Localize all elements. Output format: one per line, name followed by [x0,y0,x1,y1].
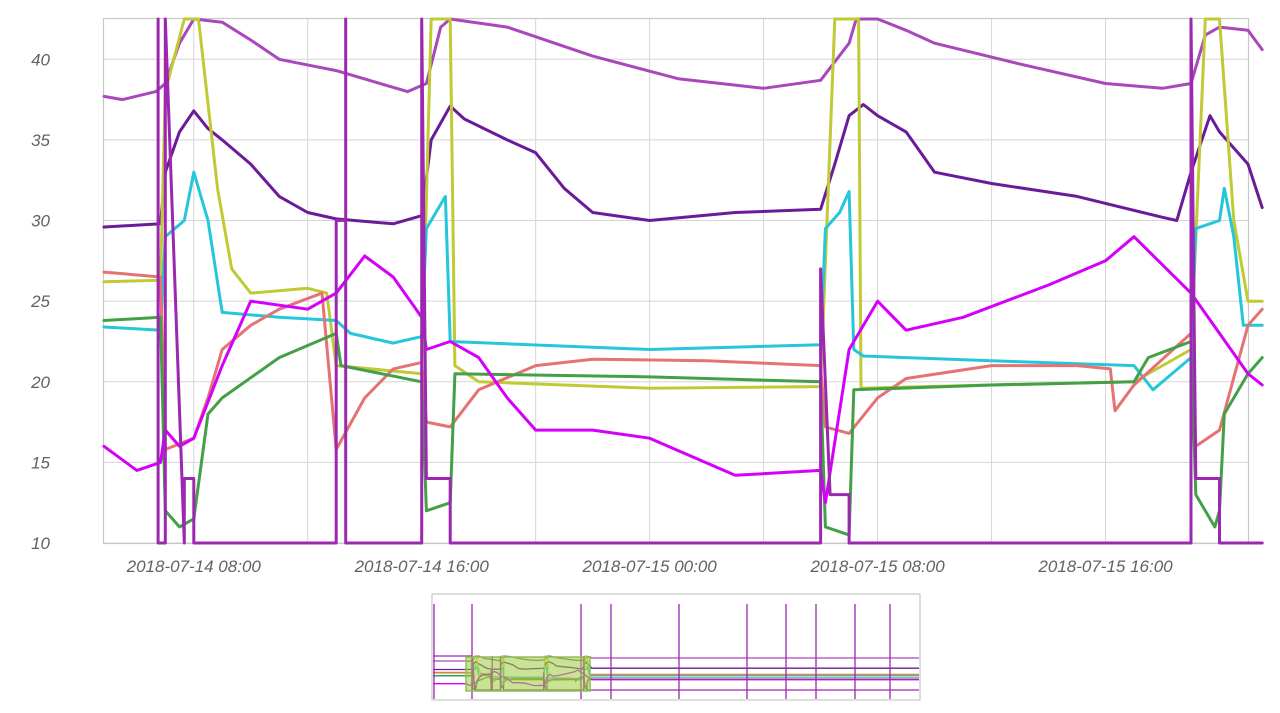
series-line-3 [102,17,1264,390]
range-navigator[interactable] [431,593,921,701]
y-tick-label: 20 [30,373,50,392]
y-tick-label: 30 [31,212,50,231]
grid-lines [104,19,1248,544]
x-tick-label: 2018-07-15 08:00 [809,557,945,576]
series-line-8 [156,17,1264,545]
y-tick-label: 10 [31,534,50,553]
plot-area [102,17,1250,545]
x-tick-label: 2018-07-14 16:00 [354,557,490,576]
series-line-2 [102,103,1264,229]
navigator-selection-window[interactable] [465,656,591,692]
series-group [102,17,1264,545]
x-tick-label: 2018-07-15 00:00 [582,557,718,576]
series-line-6 [102,315,1264,537]
x-tick-label: 2018-07-14 08:00 [126,557,262,576]
y-tick-label: 15 [31,453,50,472]
series-line-4 [102,170,1264,392]
y-tick-label: 35 [31,131,50,150]
y-axis: 10 15 20 25 30 35 40 [30,50,50,553]
y-tick-label: 40 [31,50,50,69]
series-line-7 [102,235,1264,505]
x-axis: 2018-07-14 08:00 2018-07-14 16:00 2018-07-… [126,557,1174,576]
x-tick-label: 2018-07-15 16:00 [1037,557,1173,576]
y-tick-label: 25 [30,292,50,311]
series-line-5 [102,270,1264,451]
